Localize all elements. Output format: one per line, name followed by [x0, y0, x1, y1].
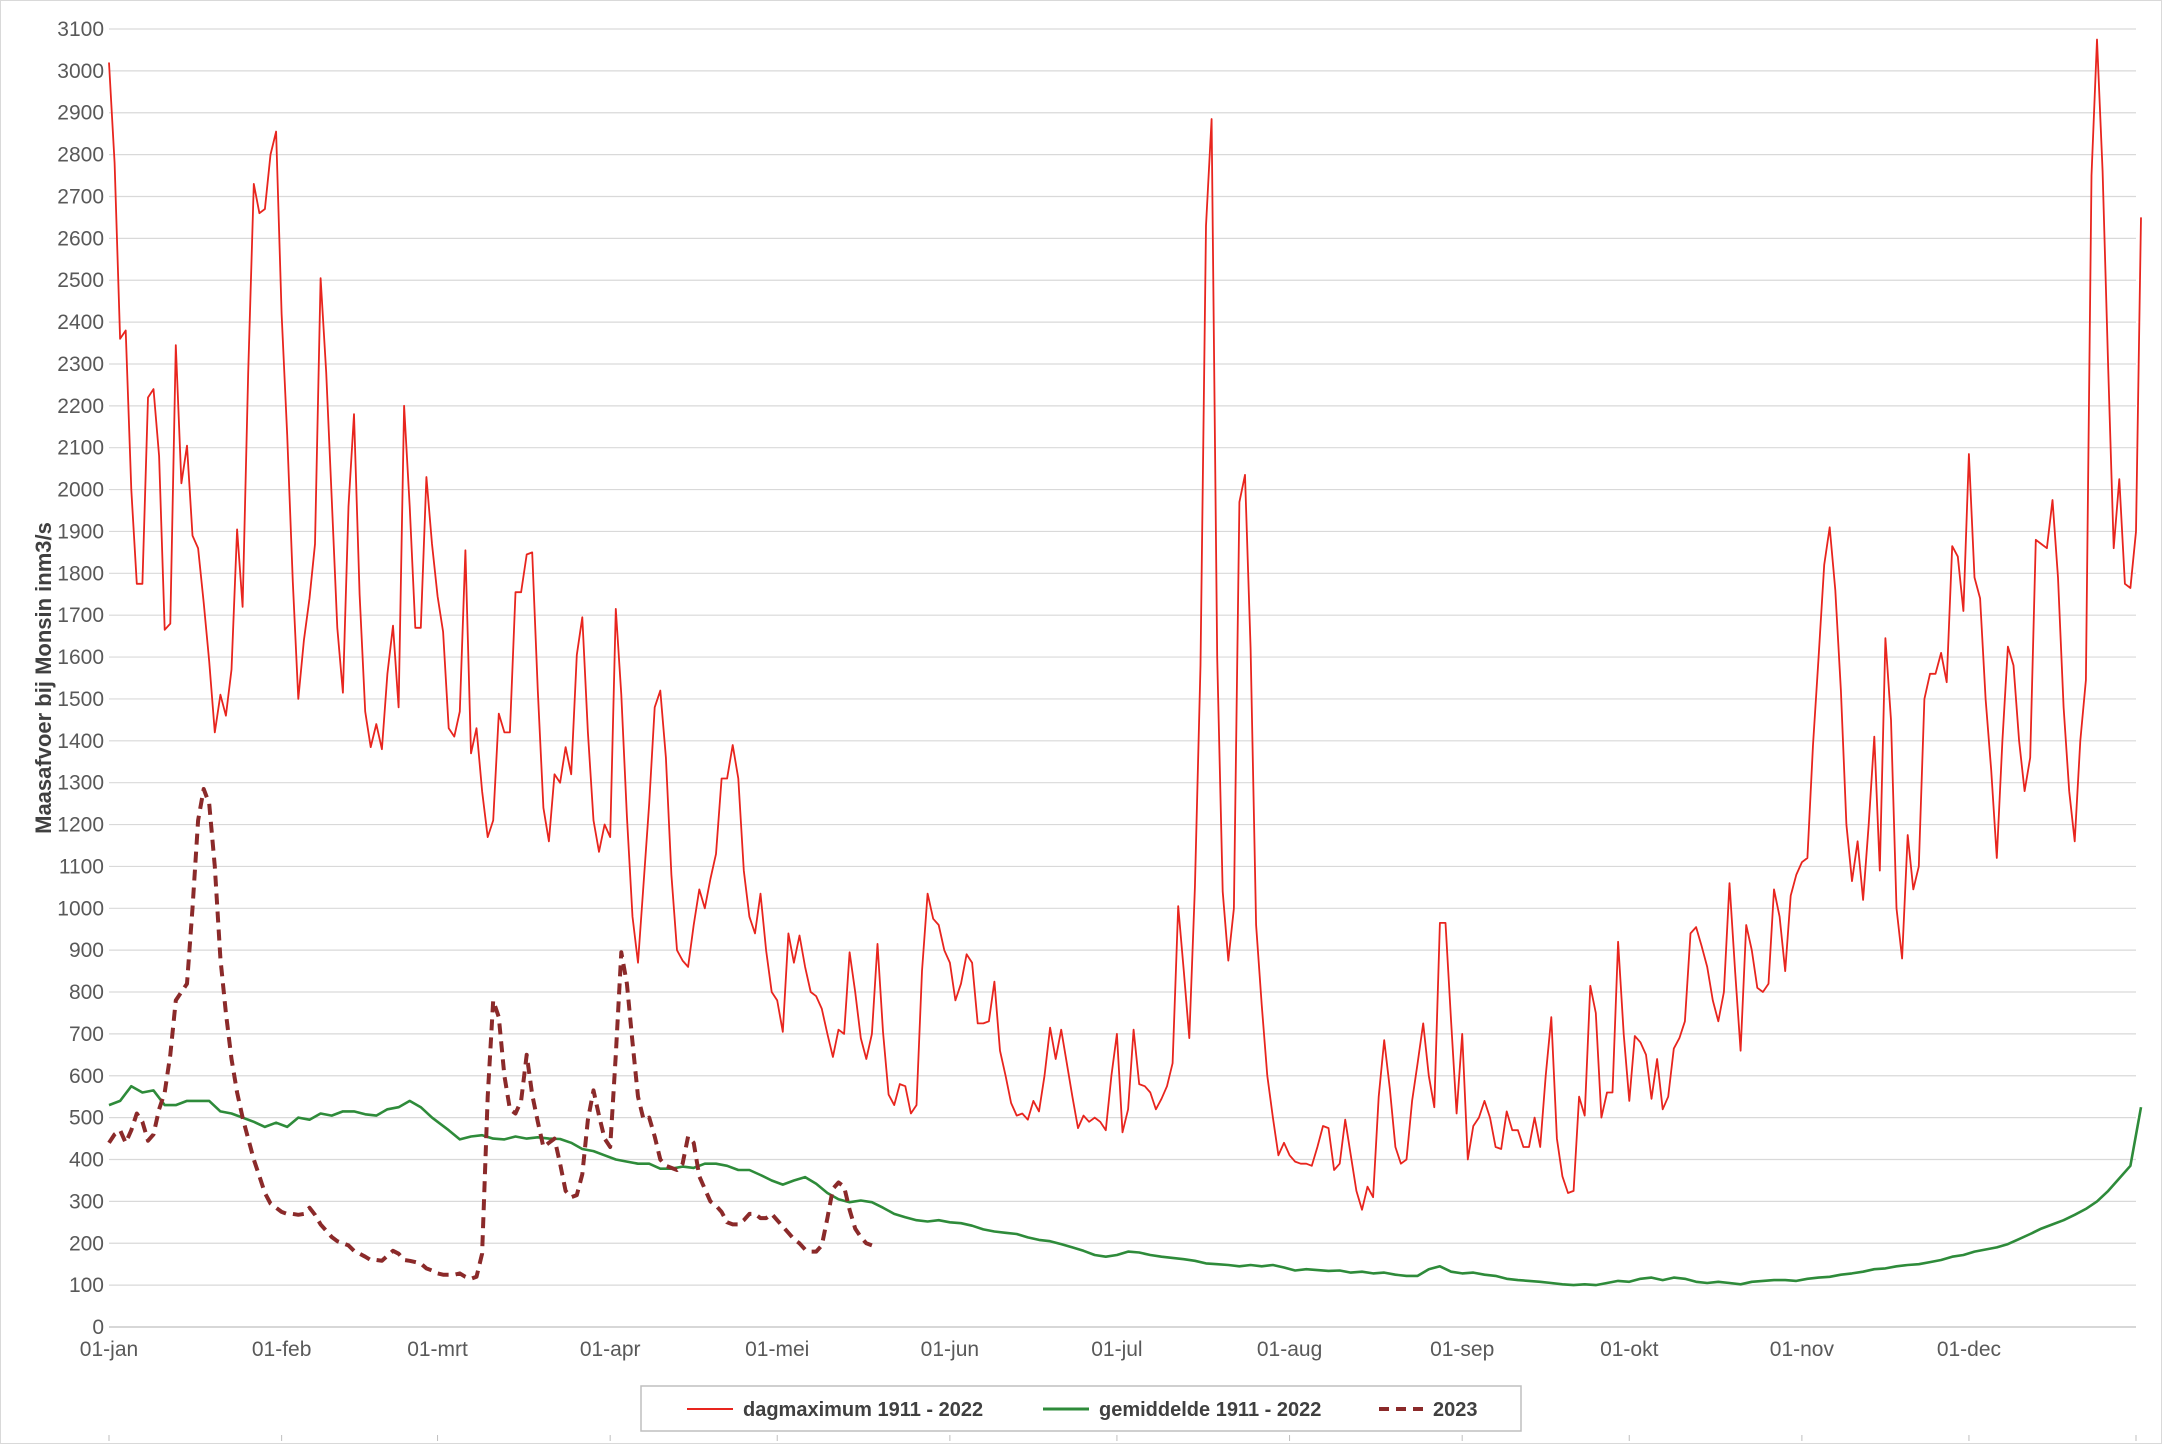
y-tick-label: 2000 — [57, 479, 104, 502]
y-axis-label: Maasafvoer bij Monsin inm3/s — [31, 522, 56, 834]
x-tick-label: 01-jun — [921, 1338, 979, 1361]
y-tick-label: 1900 — [57, 520, 104, 543]
y-tick-label: 400 — [69, 1149, 104, 1172]
x-tick-label: 01-aug — [1257, 1338, 1322, 1361]
series-line-gemiddelde — [108, 1084, 2143, 1287]
y-tick-label: 1200 — [57, 814, 104, 837]
x-tick-label: 01-okt — [1600, 1338, 1659, 1361]
y-tick-label: 700 — [69, 1023, 104, 1046]
legend-label-2023: 2023 — [1433, 1399, 1478, 1421]
y-axis-ticks: 0 100 200 300 400 500 600 700 800 900 1000 1100 1200… — [57, 18, 104, 1339]
y-tick-label: 2400 — [57, 311, 104, 334]
y-tick-label: 2700 — [57, 185, 104, 208]
series-line-dagmaximum — [108, 38, 2142, 1211]
y-tick-label: 0 — [92, 1316, 104, 1339]
y-tick-label: 600 — [69, 1065, 104, 1088]
y-tick-label: 2600 — [57, 227, 104, 250]
y-tick-label: 2100 — [57, 437, 104, 460]
y-tick-label: 2300 — [57, 353, 104, 376]
y-tick-label: 1800 — [57, 562, 104, 585]
y-tick-label: 1300 — [57, 772, 104, 795]
gridlines — [109, 28, 2136, 1328]
y-tick-label: 2800 — [57, 144, 104, 167]
x-axis: 01-jan 01-feb 01-mrt 01-apr 01-mei 01-jun 01-j… — [80, 1338, 2137, 1441]
y-tick-label: 2200 — [57, 395, 104, 418]
x-tick-label: 01-mei — [745, 1338, 809, 1361]
series-lines — [107, 38, 2143, 1287]
y-tick-label: 1700 — [57, 604, 104, 627]
y-tick-label: 300 — [69, 1190, 104, 1213]
x-tick-label: 01-apr — [580, 1338, 641, 1361]
x-tick-label: 01-jul — [1091, 1338, 1142, 1361]
y-tick-label: 3000 — [57, 60, 104, 83]
x-tick-label: 01-nov — [1770, 1338, 1835, 1361]
y-tick-label: 800 — [69, 981, 104, 1004]
y-tick-label: 900 — [69, 939, 104, 962]
y-tick-label: 2900 — [57, 102, 104, 125]
y-tick-label: 3100 — [57, 18, 104, 41]
x-tick-label: 01-dec — [1937, 1338, 2001, 1361]
y-tick-label: 100 — [69, 1274, 104, 1297]
x-tick-label: 01-sep — [1430, 1338, 1494, 1361]
x-tick-label: 01-jan — [80, 1338, 138, 1361]
legend: dagmaximum 1911 - 2022 gemiddelde 1911 -… — [640, 1385, 1522, 1432]
legend-label-avg: gemiddelde 1911 - 2022 — [1099, 1399, 1321, 1421]
y-tick-label: 1600 — [57, 646, 104, 669]
x-tick-label: 01-mrt — [407, 1338, 468, 1361]
y-tick-label: 200 — [69, 1232, 104, 1255]
y-tick-label: 1100 — [59, 855, 104, 878]
y-tick-label: 1000 — [57, 897, 104, 920]
y-tick-label: 1400 — [57, 730, 104, 753]
y-tick-label: 500 — [69, 1107, 104, 1130]
y-tick-label: 1500 — [57, 688, 104, 711]
legend-label-max: dagmaximum 1911 - 2022 — [743, 1399, 983, 1421]
y-tick-label: 2500 — [57, 269, 104, 292]
series-line-2023 — [107, 787, 873, 1281]
x-tick-label: 01-feb — [252, 1338, 312, 1361]
